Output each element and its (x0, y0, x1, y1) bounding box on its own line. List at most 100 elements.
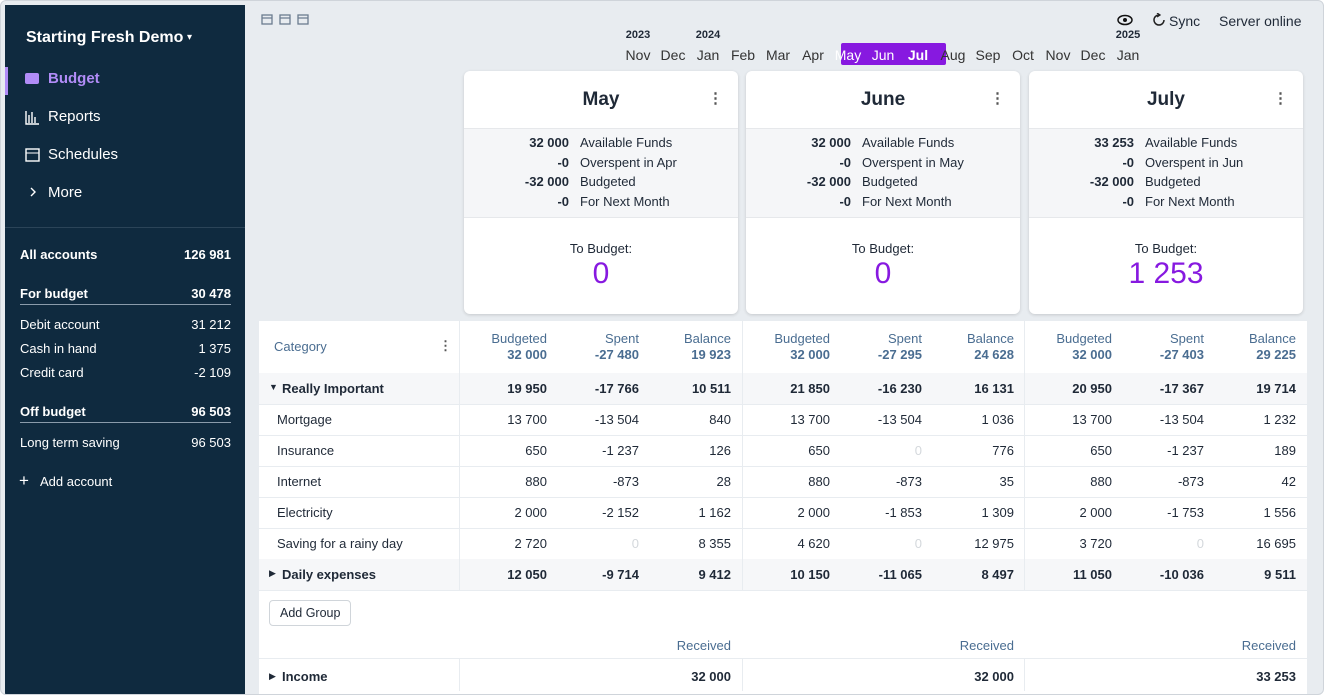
group-name[interactable]: Really Important (282, 381, 384, 396)
expand-toggle[interactable]: ▼ (269, 382, 278, 392)
account-name[interactable]: Credit card (20, 365, 84, 380)
account-name[interactable]: Off budget (20, 404, 86, 419)
month-button[interactable]: Nov (1038, 47, 1078, 63)
budget-table: Category⋮Budgeted32 000Spent-27 480Balan… (259, 321, 1307, 695)
expand-toggle[interactable]: ▶ (269, 671, 276, 682)
menu-dots[interactable]: ⋮ (439, 338, 452, 354)
month-button[interactable]: Dec (1073, 47, 1113, 63)
nav-item[interactable]: More (48, 184, 82, 201)
month-button[interactable]: Jan (1108, 47, 1148, 63)
month-button[interactable]: Feb (723, 47, 763, 63)
server-status[interactable]: Server online (1219, 13, 1302, 29)
budget-cell[interactable]: 19 950 (507, 381, 547, 396)
budget-name[interactable]: Starting Fresh Demo (26, 29, 183, 47)
account-balance[interactable]: 1 375 (198, 341, 231, 356)
summary-label: Overspent in Jun (1145, 155, 1243, 170)
month-button[interactable]: Dec (653, 47, 693, 63)
account-balance[interactable]: 96 503 (191, 404, 231, 419)
summary-amount: -0 (1122, 194, 1134, 209)
budget-cell[interactable]: 880 (808, 474, 830, 489)
budget-cell[interactable]: 11 050 (1073, 567, 1112, 582)
account-name[interactable]: For budget (20, 286, 88, 301)
budget-cell[interactable]: 3 720 (1079, 536, 1112, 551)
column-header: Balance (1249, 331, 1296, 346)
column-divider (742, 659, 743, 691)
budget-cell[interactable]: 12 050 (507, 567, 547, 582)
budget-cell[interactable]: 21 850 (790, 381, 830, 396)
menu-dots[interactable]: ⋮ (708, 89, 723, 107)
budget-cell[interactable]: 13 700 (507, 412, 547, 427)
budget-cell[interactable]: 2 000 (1079, 505, 1112, 520)
dropdown-caret[interactable]: ▾ (187, 32, 192, 43)
budget-cell[interactable]: 2 720 (514, 536, 547, 551)
month-button[interactable]: Oct (1003, 47, 1043, 63)
row-divider (259, 466, 1307, 467)
account-name[interactable]: Cash in hand (20, 341, 97, 356)
group-name[interactable]: Income (282, 669, 328, 684)
summary-label: Available Funds (580, 135, 672, 150)
summary-amount: -0 (557, 194, 569, 209)
group-row-bg (259, 559, 1307, 590)
expand-toggle[interactable]: ▶ (269, 568, 276, 579)
budget-cell[interactable]: 650 (1090, 443, 1112, 458)
budget-cell[interactable]: 650 (808, 443, 830, 458)
budget-cell[interactable]: 650 (525, 443, 547, 458)
column-total: -27 295 (878, 347, 922, 362)
account-name[interactable]: Debit account (20, 317, 100, 332)
budget-cell[interactable]: 13 700 (1072, 412, 1112, 427)
month-button[interactable]: Aug (933, 47, 973, 63)
category-name[interactable]: Saving for a rainy day (277, 536, 403, 551)
summary-amount: -0 (557, 155, 569, 170)
budget-cell[interactable]: 2 000 (514, 505, 547, 520)
account-name[interactable]: Long term saving (20, 435, 120, 450)
account-balance[interactable]: 126 981 (184, 247, 231, 262)
account-balance[interactable]: -2 109 (194, 365, 231, 380)
budget-cell: 35 (1000, 474, 1014, 489)
summary-amount: -32 000 (1090, 174, 1134, 189)
account-balance[interactable]: 96 503 (191, 435, 231, 450)
month-button[interactable]: Apr (793, 47, 833, 63)
year-label: 2024 (688, 29, 728, 41)
budget-cell[interactable]: 2 000 (797, 505, 830, 520)
category-name[interactable]: Mortgage (277, 412, 332, 427)
budget-cell: 126 (709, 443, 731, 458)
month-button[interactable]: Jun (863, 47, 903, 63)
menu-dots[interactable]: ⋮ (1273, 89, 1288, 107)
budget-cell[interactable]: 13 700 (790, 412, 830, 427)
budget-cell: 0 (632, 536, 639, 551)
budget-cell[interactable]: 10 150 (790, 567, 830, 582)
month-button[interactable]: Mar (758, 47, 798, 63)
month-button[interactable]: May (828, 47, 868, 63)
to-budget-value: 1 253 (1029, 257, 1303, 291)
menu-dots[interactable]: ⋮ (990, 89, 1005, 107)
month-button[interactable]: Jan (688, 47, 728, 63)
month-button[interactable]: Nov (618, 47, 658, 63)
add-group-button[interactable]: Add Group (269, 600, 351, 626)
month-button[interactable]: Jul (898, 47, 938, 63)
nav-item[interactable]: Schedules (48, 146, 118, 163)
category-name[interactable]: Insurance (277, 443, 334, 458)
eye-icon[interactable] (1116, 13, 1134, 27)
account-balance[interactable]: 31 212 (191, 317, 231, 332)
nav-item[interactable]: Reports (48, 108, 101, 125)
category-name[interactable]: Electricity (277, 505, 333, 520)
category-name[interactable]: Internet (277, 474, 321, 489)
view-icons[interactable] (259, 11, 319, 31)
budget-cell[interactable]: 880 (1090, 474, 1112, 489)
column-total: 32 000 (790, 347, 830, 362)
budget-cell: 840 (709, 412, 731, 427)
nav-item[interactable]: Budget (48, 70, 100, 87)
add-account[interactable]: Add account (40, 474, 112, 489)
budget-cell[interactable]: 20 950 (1072, 381, 1112, 396)
column-divider (1024, 659, 1025, 691)
budget-cell[interactable]: 880 (525, 474, 547, 489)
budget-cell: -10 036 (1160, 567, 1204, 582)
card-title: May (464, 89, 738, 111)
budget-cell[interactable]: 4 620 (797, 536, 830, 551)
column-divider (1024, 321, 1025, 590)
account-balance[interactable]: 30 478 (191, 286, 231, 301)
account-name[interactable]: All accounts (20, 247, 97, 262)
month-button[interactable]: Sep (968, 47, 1008, 63)
sync[interactable]: Sync (1169, 13, 1200, 29)
group-name[interactable]: Daily expenses (282, 567, 376, 582)
